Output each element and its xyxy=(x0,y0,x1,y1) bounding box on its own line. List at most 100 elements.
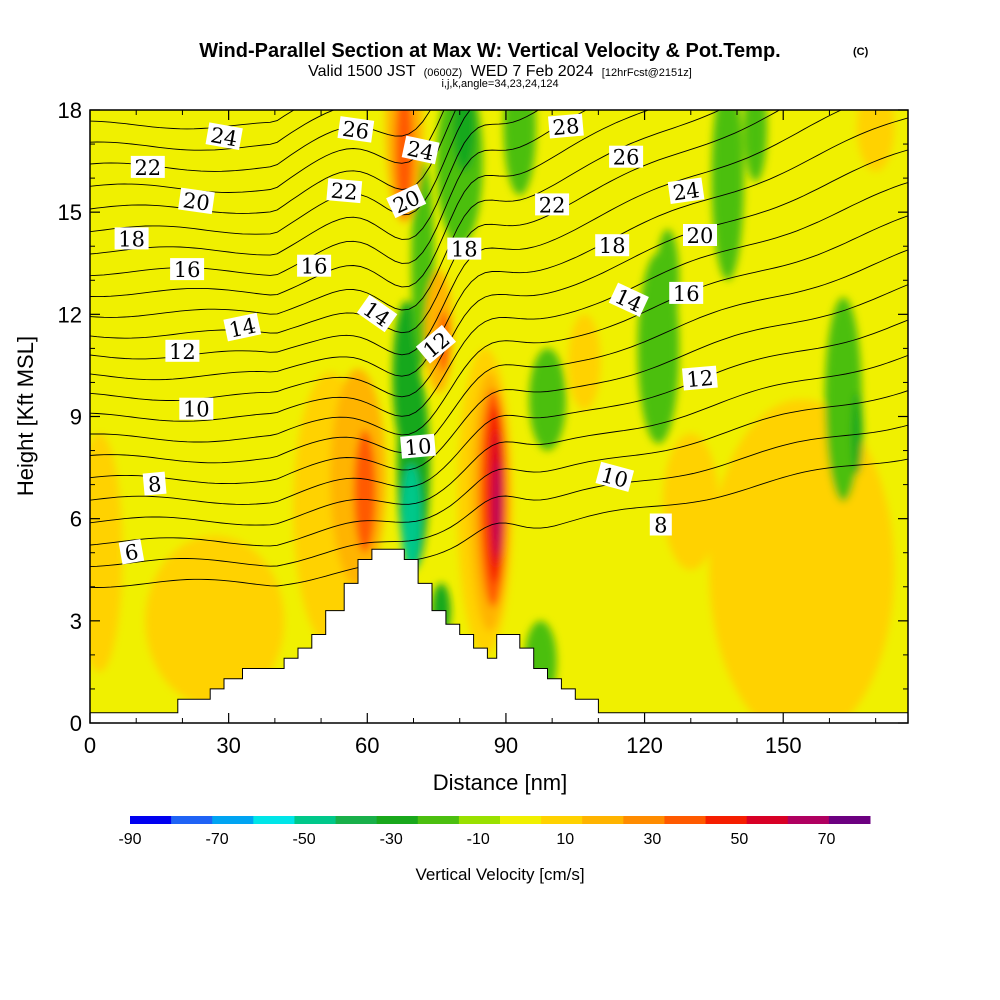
theta-label-text: 26 xyxy=(341,117,371,144)
theta-contour-line xyxy=(90,117,908,381)
theta-contour-line xyxy=(90,110,431,172)
colorbar-swatch xyxy=(417,816,460,824)
colorbar-swatch xyxy=(171,816,213,824)
theta-contour-line xyxy=(90,110,540,256)
velocity-cell xyxy=(755,552,774,655)
theta-contour-label: 22 xyxy=(326,178,363,205)
velocity-cell xyxy=(452,110,476,172)
theta-label-text: 18 xyxy=(118,227,145,251)
velocity-cell xyxy=(709,399,895,723)
theta-label-box xyxy=(608,282,649,317)
theta-contour-label: 20 xyxy=(683,224,717,248)
colorbar-tick-label: 10 xyxy=(556,831,574,848)
colorbar-swatch xyxy=(294,816,337,824)
colorbar-swatch xyxy=(746,816,789,824)
theta-contour-line xyxy=(90,110,457,214)
theta-label-box xyxy=(401,135,440,165)
y-tick-label: 0 xyxy=(70,711,82,736)
theta-contour-label: 18 xyxy=(114,227,149,251)
chart-axes: 0 30 60 90 120 150 0 3 6 9 12 15 18 xyxy=(58,98,908,758)
theta-label-text: 24 xyxy=(671,178,701,205)
theta-contours xyxy=(90,0,908,588)
colorbar-swatch xyxy=(828,816,871,824)
x-tick-label: 0 xyxy=(84,733,96,758)
x-axis-label: Distance [nm] xyxy=(433,770,568,795)
theta-contour-line xyxy=(90,424,908,568)
theta-contour-line xyxy=(90,182,908,422)
theta-label-text: 12 xyxy=(169,340,196,364)
plot-area: 6810121416182022241622261420241210182228… xyxy=(90,0,908,723)
theta-label-text: 18 xyxy=(599,234,626,258)
x-tick-label: 150 xyxy=(765,733,802,758)
theta-contour-line xyxy=(90,284,908,485)
theta-label-box xyxy=(114,227,149,250)
colorbar-tick-label: -10 xyxy=(467,831,490,848)
theta-label-text: 6 xyxy=(123,540,140,566)
theta-label-text: 14 xyxy=(227,313,258,342)
theta-label-box xyxy=(548,113,584,139)
theta-contour-line xyxy=(90,149,908,401)
velocity-cell xyxy=(857,110,895,172)
theta-contour-line xyxy=(90,0,908,3)
colorbar-tick-label: 50 xyxy=(731,831,749,848)
theta-label-text: 20 xyxy=(687,224,714,248)
valid-utc: (0600Z) xyxy=(424,67,463,79)
theta-label-box xyxy=(118,538,145,565)
theta-label-box xyxy=(337,116,375,143)
theta-contour-line xyxy=(90,354,908,526)
theta-contour-line xyxy=(90,110,721,318)
theta-label-text: 24 xyxy=(209,123,239,151)
theta-contour-label: 16 xyxy=(297,254,332,279)
colorbar-title: Vertical Velocity [cm/s] xyxy=(415,865,584,884)
theta-contour-line xyxy=(90,0,908,22)
colorbar-swatch xyxy=(623,816,665,824)
colorbar-swatch xyxy=(212,816,254,824)
theta-contour-label: 18 xyxy=(447,237,482,262)
theta-label-text: 22 xyxy=(330,179,359,205)
y-tick-label: 9 xyxy=(70,405,82,430)
terrain xyxy=(90,548,908,723)
theta-label-box xyxy=(130,155,165,178)
theta-contour-line xyxy=(90,110,588,277)
theta-contour-label: 10 xyxy=(400,433,436,460)
colorbar-tick-label: -50 xyxy=(293,831,316,848)
theta-label-text: 18 xyxy=(451,238,478,262)
theta-label-text: 8 xyxy=(654,514,667,538)
y-tick-label: 12 xyxy=(58,302,82,327)
theta-contour-label: 6 xyxy=(118,538,145,566)
section-params: i,j,k,angle=34,23,24,124 xyxy=(441,78,558,90)
colorbar-tick-label: -30 xyxy=(380,831,403,848)
colorbar-swatch xyxy=(335,816,378,824)
chart-title: Wind-Parallel Section at Max W: Vertical… xyxy=(199,40,780,62)
colorbar-swatch xyxy=(582,816,624,824)
theta-label-text: 26 xyxy=(613,146,640,170)
theta-contour-line xyxy=(90,110,445,193)
theta-label-box xyxy=(326,178,363,204)
theta-label-text: 8 xyxy=(147,472,162,497)
valid-date: WED 7 Feb 2024 xyxy=(471,63,594,80)
theta-label-text: 10 xyxy=(183,398,210,422)
theta-label-box xyxy=(649,513,672,536)
theta-label-box xyxy=(356,294,398,333)
theta-label-box xyxy=(170,258,205,281)
x-tick-label: 120 xyxy=(626,733,663,758)
theta-label-box xyxy=(165,339,200,362)
theta-label-text: 22 xyxy=(134,156,161,180)
theta-label-text: 16 xyxy=(301,255,328,279)
theta-contour-line xyxy=(90,215,908,443)
theta-label-text: 28 xyxy=(552,114,581,140)
theta-label-box xyxy=(223,312,262,342)
theta-contour-label: 22 xyxy=(130,155,165,180)
theta-contour-label: 12 xyxy=(165,339,200,364)
colorbar-tick-label: -70 xyxy=(205,831,228,848)
theta-label-box xyxy=(400,433,436,459)
y-axis-label: Height [Kft MSL] xyxy=(13,336,38,496)
theta-contour-label: 12 xyxy=(682,365,718,392)
theta-contour-label: 10 xyxy=(179,397,214,422)
theta-label-box xyxy=(683,224,717,246)
theta-label-text: 16 xyxy=(673,282,700,306)
theta-label-box xyxy=(179,397,214,420)
velocity-cell xyxy=(494,460,501,557)
colorbar-tick-label: 30 xyxy=(643,831,661,848)
theta-label-text: 10 xyxy=(404,434,433,460)
